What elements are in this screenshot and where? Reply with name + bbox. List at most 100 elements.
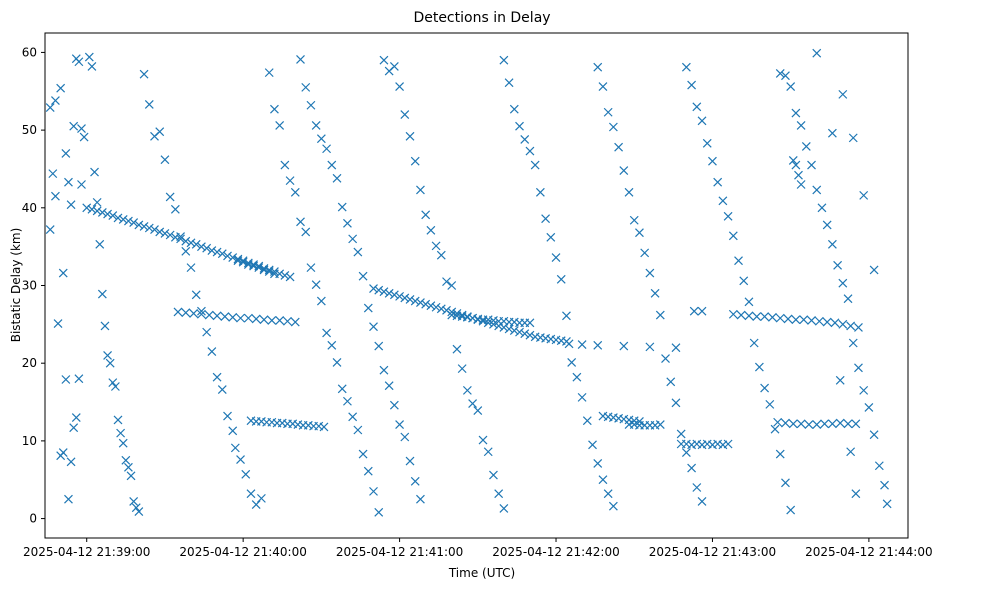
- y-tick-label: 50: [22, 123, 37, 137]
- track-detection-marker: [92, 206, 102, 216]
- track-detection-marker: [389, 290, 399, 300]
- track-detection-marker: [520, 329, 530, 339]
- x-tick-label: 2025-04-12 21:40:00: [179, 545, 306, 559]
- track-detection-marker: [236, 313, 245, 323]
- detection-marker: [718, 196, 728, 206]
- track-detection-marker: [426, 301, 436, 311]
- detection-marker: [280, 160, 290, 170]
- detection-marker: [869, 265, 879, 275]
- detection-marker: [739, 276, 749, 286]
- detection-marker: [144, 100, 154, 109]
- detection-marker: [400, 110, 410, 120]
- detection-marker: [661, 354, 670, 363]
- detection-marker: [322, 144, 332, 154]
- track-detection-marker: [144, 223, 154, 233]
- detection-marker: [363, 303, 373, 313]
- track-detection-marker: [97, 208, 107, 217]
- detection-marker: [577, 392, 587, 402]
- detection-marker: [369, 486, 378, 496]
- detection-marker: [416, 185, 425, 195]
- detection-marker: [781, 71, 790, 81]
- detection-marker: [66, 200, 76, 210]
- track-detection-marker: [431, 302, 441, 312]
- detection-marker: [322, 328, 332, 338]
- detection-marker: [374, 341, 384, 351]
- track-detection-marker: [671, 343, 681, 353]
- detection-marker: [760, 383, 770, 393]
- detection-marker: [223, 411, 232, 421]
- x-tick-label: 2025-04-12 21:43:00: [649, 545, 776, 559]
- detection-marker: [165, 192, 175, 202]
- track-detection-marker: [791, 315, 801, 325]
- detection-marker: [734, 256, 743, 266]
- x-tick-label: 2025-04-12 21:39:00: [23, 545, 150, 559]
- detection-marker: [311, 121, 321, 130]
- data-points: [45, 48, 892, 517]
- detection-marker: [306, 100, 316, 110]
- detection-marker: [765, 399, 775, 409]
- detection-marker: [442, 277, 451, 287]
- track-detection-marker: [781, 418, 790, 428]
- detection-marker: [77, 180, 86, 189]
- detection-marker: [796, 180, 806, 189]
- detection-marker: [256, 493, 266, 503]
- track-detection-marker: [134, 220, 144, 230]
- detection-marker: [217, 385, 227, 395]
- track-detection-marker: [124, 216, 133, 226]
- track-detection-marker: [319, 422, 329, 432]
- track-detection-marker: [374, 285, 384, 295]
- track-detection-marker: [176, 234, 186, 244]
- detection-marker: [186, 263, 196, 273]
- detection-marker: [56, 83, 66, 93]
- detection-marker: [614, 142, 624, 152]
- detection-marker: [504, 78, 514, 88]
- detection-marker: [45, 103, 55, 113]
- detection-marker: [421, 210, 431, 220]
- detection-marker: [363, 466, 373, 476]
- track-detection-marker: [822, 317, 832, 327]
- track-detection-marker: [251, 314, 261, 324]
- detection-marker: [332, 173, 342, 183]
- detection-marker: [90, 167, 99, 177]
- detection-marker: [457, 364, 467, 374]
- detection-marker: [509, 104, 519, 114]
- detection-marker: [838, 278, 848, 288]
- track-detection-marker: [447, 307, 457, 317]
- track-detection-marker: [577, 340, 587, 349]
- detection-marker: [395, 420, 405, 429]
- detection-marker: [389, 61, 399, 71]
- track-detection-marker: [212, 311, 222, 321]
- detection-marker: [296, 217, 305, 227]
- track-detection-marker: [108, 211, 118, 221]
- detection-marker: [301, 227, 311, 237]
- detection-marker: [139, 69, 149, 79]
- track-detection-marker: [220, 312, 230, 322]
- detection-marker: [468, 399, 478, 409]
- detection-marker: [598, 475, 608, 485]
- detection-marker: [562, 311, 571, 321]
- track-detection-marker: [170, 232, 180, 242]
- detection-marker: [327, 160, 337, 170]
- y-axis-label: Bistatic Delay (km): [9, 228, 23, 343]
- detection-marker: [869, 430, 879, 440]
- detection-marker: [51, 191, 60, 201]
- track-detection-marker: [635, 417, 644, 426]
- detection-marker: [160, 155, 170, 165]
- detection-marker: [100, 321, 110, 331]
- detection-marker: [864, 403, 874, 412]
- track-detection-marker: [155, 227, 165, 237]
- detection-marker: [608, 122, 618, 132]
- track-detection-marker: [838, 319, 848, 329]
- detection-marker: [572, 372, 582, 382]
- detection-marker: [786, 82, 796, 92]
- detection-marker: [645, 268, 655, 278]
- track-detection-marker: [283, 316, 292, 326]
- detection-marker: [181, 246, 191, 256]
- detection-marker: [520, 135, 530, 144]
- track-detection-marker: [820, 419, 829, 429]
- detection-marker: [499, 504, 509, 513]
- detection-marker: [835, 375, 845, 385]
- detection-marker: [348, 412, 358, 422]
- track-detection-marker: [752, 312, 762, 322]
- detection-marker: [483, 447, 493, 457]
